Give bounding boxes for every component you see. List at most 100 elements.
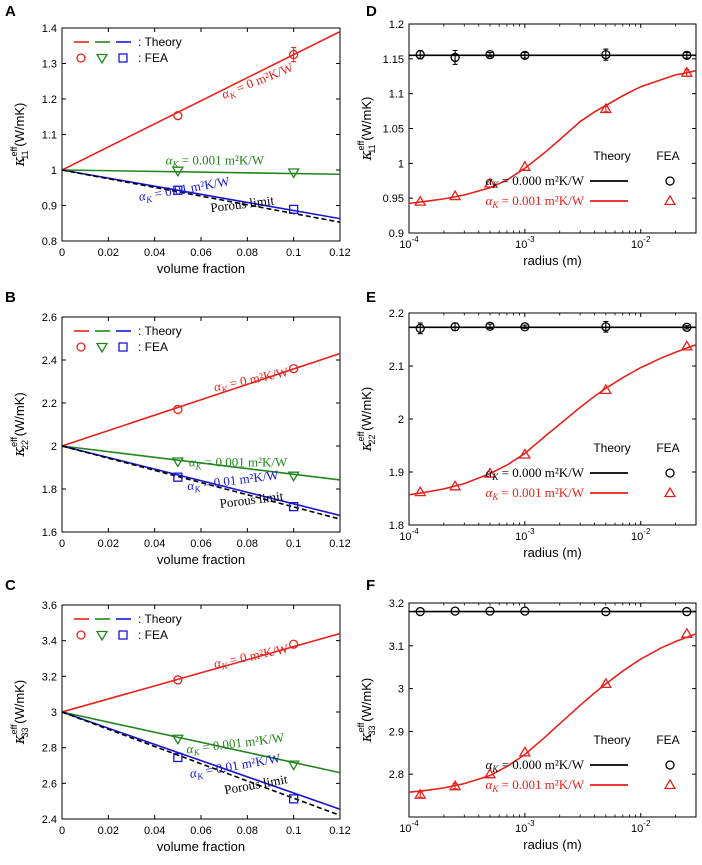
y-tick-label: 1 xyxy=(51,165,57,177)
series-line xyxy=(62,445,340,517)
legend-entry-label: αK = 0.000 m²K/W xyxy=(486,465,585,482)
fea-marker xyxy=(289,363,299,374)
legend-marker-sample xyxy=(76,342,86,352)
annotation-symbol: α xyxy=(166,153,174,168)
fea-marker xyxy=(483,467,497,478)
fea-marker xyxy=(601,322,611,332)
fea-marker xyxy=(289,501,299,512)
legend-text: = 0.001 m²K/W xyxy=(498,777,584,792)
annotation-subscript: K xyxy=(144,194,154,205)
y-axis-subscript: 11 xyxy=(367,144,377,153)
x-tick-label: 0.12 xyxy=(329,825,350,837)
y-axis-unit: (W/mK) xyxy=(12,392,27,440)
legend-marker-sample xyxy=(665,468,675,478)
x-tick-label: 0 xyxy=(59,538,65,550)
x-tick-label-base: 0.12 xyxy=(329,538,350,550)
y-tick-label: 3 xyxy=(398,684,404,696)
panel-label: E xyxy=(366,289,376,306)
series-line xyxy=(62,169,340,176)
y-tick-label: 2.8 xyxy=(389,769,404,781)
series-annotation: αK = 0.001 m²K/W xyxy=(166,153,265,170)
x-axis-label: radius (m) xyxy=(523,837,582,852)
legend-symbol: α xyxy=(486,485,494,500)
x-axis-label: radius (m) xyxy=(523,545,582,560)
y-tick-label: 2.8 xyxy=(42,743,57,755)
y-axis-superscript: eff xyxy=(9,146,19,156)
y-tick-label: 1.05 xyxy=(383,124,404,136)
x-tick-label-base: 10 xyxy=(399,531,411,543)
y-axis-subscript: 11 xyxy=(20,150,30,159)
legend-marker-sample xyxy=(663,194,677,206)
legend-subscript: K xyxy=(491,180,499,190)
y-tick-label: 1.8 xyxy=(42,484,57,496)
y-axis-label: κeff11 (W/mK) xyxy=(9,103,30,168)
legend-marker-sample xyxy=(118,630,128,640)
fea-marker xyxy=(171,166,184,177)
legend-entry-label: αK = 0.001 m²K/W xyxy=(486,193,585,210)
legend-marker-sample xyxy=(95,630,109,642)
x-tick-label: 0.08 xyxy=(237,825,258,837)
y-tick-label: 2.4 xyxy=(42,355,57,367)
y-tick-label: 2.9 xyxy=(389,726,404,738)
annotation-symbol: α xyxy=(189,454,197,469)
x-tick-label-base: 0.06 xyxy=(190,538,211,550)
y-axis-superscript: eff xyxy=(9,724,19,734)
x-tick-label: 0.02 xyxy=(98,825,119,837)
y-tick-label: 2 xyxy=(398,414,404,426)
panel-label: D xyxy=(366,3,377,20)
y-axis-label: κeff22 (W/mK) xyxy=(356,387,377,452)
fea-marker xyxy=(680,340,693,351)
x-tick-label: 0.06 xyxy=(190,247,211,259)
x-axis-label: radius (m) xyxy=(523,253,582,268)
fea-marker xyxy=(173,752,183,763)
x-tick-label-exponent: -2 xyxy=(643,235,651,244)
fea-marker xyxy=(289,794,299,804)
fea-marker xyxy=(171,457,184,468)
x-tick-label: 10-4 xyxy=(399,235,419,251)
x-tick-label-base: 0.06 xyxy=(190,825,211,837)
fea-marker xyxy=(483,177,497,188)
fea-marker xyxy=(518,746,531,757)
fea-marker xyxy=(485,606,495,616)
series-line xyxy=(409,69,696,205)
y-axis-symbol: κ xyxy=(357,732,375,743)
x-tick-label-base: 0.04 xyxy=(144,247,165,259)
y-axis-superscript: eff xyxy=(356,140,366,150)
legend-entry-label: αK = 0.001 m²K/W xyxy=(486,777,585,794)
y-axis-subscript: 22 xyxy=(367,434,377,444)
x-tick-label: 0.04 xyxy=(144,247,165,259)
fea-marker xyxy=(599,383,612,395)
x-tick-label-base: 0 xyxy=(59,538,65,550)
fea-marker xyxy=(287,760,300,771)
x-tick-label-base: 0.12 xyxy=(329,825,350,837)
fea-marker xyxy=(520,606,530,616)
legend-fea-header: FEA xyxy=(656,733,679,747)
x-tick-label-base: 0.12 xyxy=(329,247,350,259)
legend-subscript: K xyxy=(491,764,499,774)
x-tick-label-exponent: -4 xyxy=(412,527,420,536)
x-tick-label-base: 10 xyxy=(515,531,527,543)
annotation-subscript: K xyxy=(192,747,201,758)
x-axis-label: volume fraction xyxy=(157,261,245,276)
x-tick-label: 10-4 xyxy=(399,527,419,543)
y-axis-label: κeff33 (W/mK) xyxy=(9,680,30,745)
legend-fea-label: : FEA xyxy=(138,628,168,642)
fea-marker xyxy=(518,160,531,171)
legend-marker-sample xyxy=(76,630,86,640)
legend-entry-label: αK = 0.000 m²K/W xyxy=(486,173,585,190)
series-line xyxy=(62,169,340,220)
fea-marker xyxy=(287,168,300,179)
series-line xyxy=(62,711,340,817)
y-axis-unit: (W/mK) xyxy=(12,680,27,728)
fea-marker xyxy=(415,50,425,60)
x-tick-label-base: 10 xyxy=(631,823,643,835)
legend-theory-header: Theory xyxy=(593,149,630,163)
y-axis-label: κeff22 (W/mK) xyxy=(9,392,30,457)
fea-marker xyxy=(289,639,299,649)
x-tick-label-base: 0.1 xyxy=(286,247,301,259)
